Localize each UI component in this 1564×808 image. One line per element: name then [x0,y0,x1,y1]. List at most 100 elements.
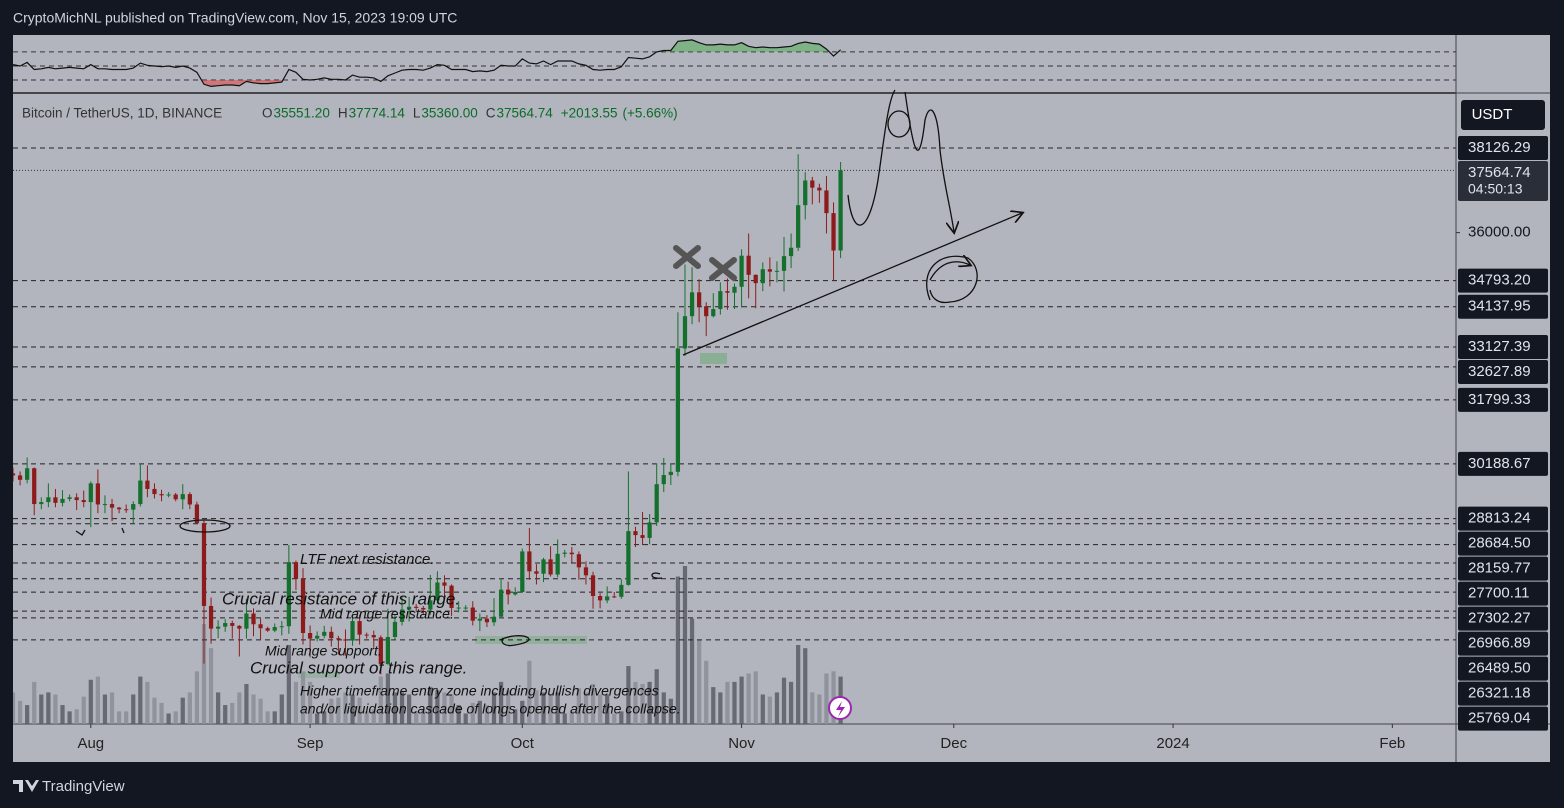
candle-body [307,633,313,639]
volume-bar [456,705,461,724]
volume-bar [654,669,659,724]
candle-body [711,309,716,317]
volume-bar [647,681,652,724]
currency-button[interactable] [1461,100,1545,130]
legend-key: C [486,106,496,121]
volume-bar [442,692,447,724]
volume-bar [421,709,426,724]
zone [298,672,340,678]
candle-body [116,507,122,510]
volume-bar [88,679,93,724]
volume-bar [781,677,787,724]
candle-body [831,213,836,251]
event-icon-bolt [836,701,845,717]
x-tick-label: Aug [77,735,104,752]
candle-body [17,475,23,480]
candle-body [152,488,157,495]
annotations: LTF next resistance. Crucial resistance o… [222,551,681,717]
volume-bar [682,566,688,724]
candle-body [470,607,475,621]
volume-bar [60,705,65,724]
level-label: 26489.50 [1468,660,1531,677]
volume-bar [187,692,192,724]
volume-bar [194,671,200,724]
annotation: LTF next resistance. [300,551,435,568]
volume-bar [612,713,617,724]
volume-bar [180,697,185,724]
legend-key: L [413,106,421,121]
tv-logo [13,780,39,792]
candle-body [449,585,454,608]
candle-body [286,562,291,627]
volume-bar [399,692,405,724]
level-label: 31799.33 [1468,391,1531,408]
volume-bar [17,700,23,724]
volume-bar [322,711,327,724]
volume-bar [152,697,157,724]
volume-bar [315,713,320,724]
currency-label[interactable]: USDT [1472,106,1513,123]
candle-body [498,589,504,617]
candle-body [300,578,306,634]
candle-body [484,618,490,623]
volume-bar [704,660,709,724]
legend-value: 37774.14 [349,106,406,121]
candle-body [392,621,398,637]
volume-bar [576,688,582,724]
volume-bar [265,711,270,724]
rsi-oversold-fill [201,80,383,87]
candle-body [704,306,709,317]
candle-body [350,621,355,641]
volume-bar [237,692,242,724]
last-price-box [1458,161,1548,202]
circle-arrow [926,256,978,304]
volume-bar [725,681,730,724]
volume-bar [67,711,72,724]
candle-body [364,634,369,636]
candle-body [74,497,79,501]
volume-bar [477,700,482,724]
volume-bar [739,676,744,724]
candle-body [124,509,129,511]
volume-bar [498,681,504,724]
volume-bar [520,700,525,724]
candle-body [223,623,228,627]
scribble [499,635,530,647]
volume-bar [484,705,490,724]
candle-body [322,631,327,636]
candle-body [647,522,652,538]
level-label-box [1458,359,1548,384]
candle-body [838,170,843,251]
legend-key: H [338,106,348,121]
volume-bar [279,694,284,724]
candle-body [760,269,765,284]
price-pane [13,147,1456,724]
volume-bar [95,676,101,724]
candle-body [633,531,638,536]
candle-body [569,552,574,555]
level-label: 28159.77 [1468,560,1531,577]
candle-body [315,635,320,639]
legend-value: 37564.74 [496,106,553,121]
candle-body [293,562,299,579]
level-label-box [1458,506,1548,531]
candle-body [534,571,539,574]
x-tick-label: Oct [511,735,535,752]
volume-bar [753,671,758,724]
candle-body [166,494,171,496]
circle [887,110,911,138]
x-mark [709,257,737,281]
volume-bar [817,694,822,724]
candle-body [527,551,532,572]
volume-bar [583,692,589,724]
candle-body [194,504,200,524]
candle-body [739,255,744,287]
volume-bar [145,681,150,724]
annotation: Higher timeframe entry zone including bu… [300,683,659,699]
candle-body [661,475,666,485]
level-label: 34793.20 [1468,272,1531,289]
level-label-box [1458,581,1548,606]
candle-body [32,468,37,505]
volume-bar [251,694,256,724]
